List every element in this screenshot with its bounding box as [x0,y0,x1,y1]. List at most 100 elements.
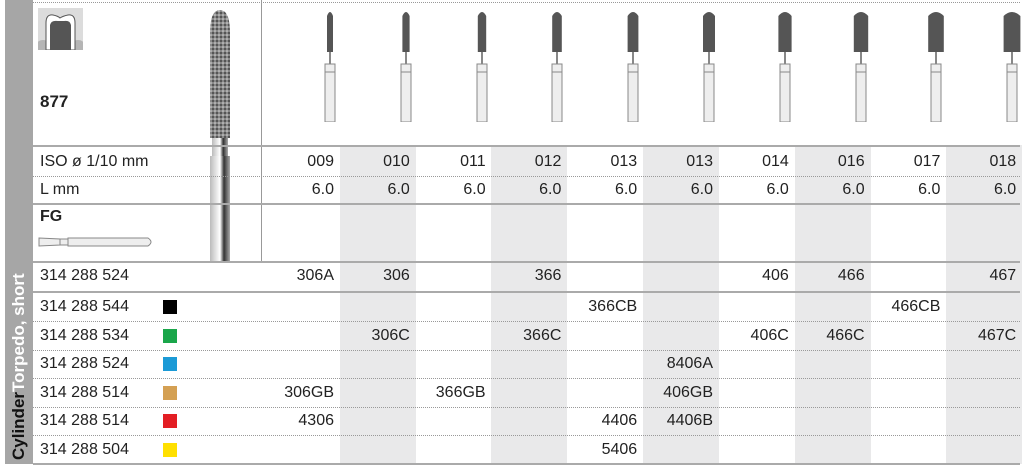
column-divider [261,0,262,262]
category-label: CylinderTorpedo, short [5,0,33,460]
catalog-number [416,407,492,435]
order-code: 314 288 504 [40,440,129,458]
catalog-number [416,350,492,378]
divider [33,435,1020,436]
catalog-number [946,379,1022,407]
divider [33,378,1020,379]
catalog-number [795,436,871,464]
divider [33,349,1020,351]
catalog-number [416,262,492,290]
iso-value: 012 [534,153,562,170]
catalog-number [719,436,795,464]
catalog-number: 406 [762,267,789,284]
catalog-number: 467C [977,326,1017,344]
divider [33,406,1020,408]
order-code: 314 288 544 [40,298,129,315]
catalog-number: 5406 [601,440,638,458]
column-shade [339,145,416,464]
iso-value: 013 [686,153,713,170]
catalog-number [795,407,871,435]
burr-size-image [853,12,868,122]
catalog-number [946,293,1022,321]
catalog-number [340,350,416,378]
iso-value: 009 [307,153,334,170]
burr-size-image [324,12,336,122]
fg-shank-icon [38,237,152,247]
category-sub: Torpedo, short [9,273,28,392]
column-shade [643,145,719,464]
catalog-number [795,293,871,321]
catalog-number [567,262,643,290]
catalog-number: 306C [371,326,410,344]
color-code-swatch [163,385,177,400]
catalog-number [870,322,946,350]
iso-value: 011 [460,153,486,170]
catalog-number [643,322,719,350]
divider [33,203,1020,205]
catalog-number [643,262,719,290]
column-shade [491,145,568,464]
iso-value: 013 [610,153,638,170]
catalog-number: 306A [296,267,334,284]
catalog-number [567,350,643,378]
catalog-number [567,379,643,407]
length-value: 6.0 [387,181,410,198]
iso-value: 016 [837,153,865,170]
catalog-number [870,407,946,435]
color-code-swatch [163,328,177,343]
catalog-number: 4406B [666,412,713,429]
length-value: 6.0 [842,181,865,198]
burr-size-image [400,12,412,122]
length-value: 6.0 [539,181,562,198]
length-value: 6.0 [463,181,486,198]
category-bold: Cylinder [9,391,28,460]
length-value: 6.0 [311,181,334,198]
catalog-number [567,322,643,350]
catalog-number [416,436,492,464]
length-value: 6.0 [766,181,789,198]
catalog-number [340,436,416,464]
catalog-number: 306 [383,267,410,284]
length-value: 6.0 [918,181,941,198]
iso-value: 017 [913,153,941,170]
catalog-number [264,350,340,378]
catalog-number [340,407,416,435]
catalog-number [643,293,719,321]
product-number: 877 [40,92,69,111]
catalog-number: 366C [523,326,562,344]
catalog-number [719,350,795,378]
catalog-number [340,379,416,407]
color-code-swatch [163,357,177,371]
iso-value: 018 [989,153,1017,170]
catalog-number [719,407,795,435]
catalog-number [264,322,340,350]
catalog-number [719,293,795,321]
burr-size-image [1003,12,1021,122]
catalog-number [946,350,1022,378]
catalog-number: 366 [534,267,562,284]
order-code: 314 288 514 [40,412,129,429]
catalog-number [416,293,492,321]
burr-size-image [627,12,639,122]
length-label: L mm [40,181,80,198]
burr-large-image [210,10,230,263]
catalog-number [491,407,567,435]
catalog-number: 466CB [891,298,941,315]
catalog-number [491,293,567,321]
color-code-swatch [163,442,177,457]
burr-size-image [928,12,945,122]
column-shade [794,145,871,464]
tooth-crown-icon [38,8,83,50]
catalog-number [946,407,1022,435]
catalog-number [416,322,492,350]
catalog-number: 466 [837,267,865,284]
order-code: 314 288 524 [40,355,129,372]
catalog-number [870,262,946,290]
catalog-number [264,436,340,464]
category-sidebar: CylinderTorpedo, short [5,0,33,464]
color-code-swatch [163,300,177,314]
catalog-number [795,379,871,407]
catalog-number: 406C [750,326,789,344]
burr-size-image [476,12,488,122]
burr-size-image [703,12,715,122]
